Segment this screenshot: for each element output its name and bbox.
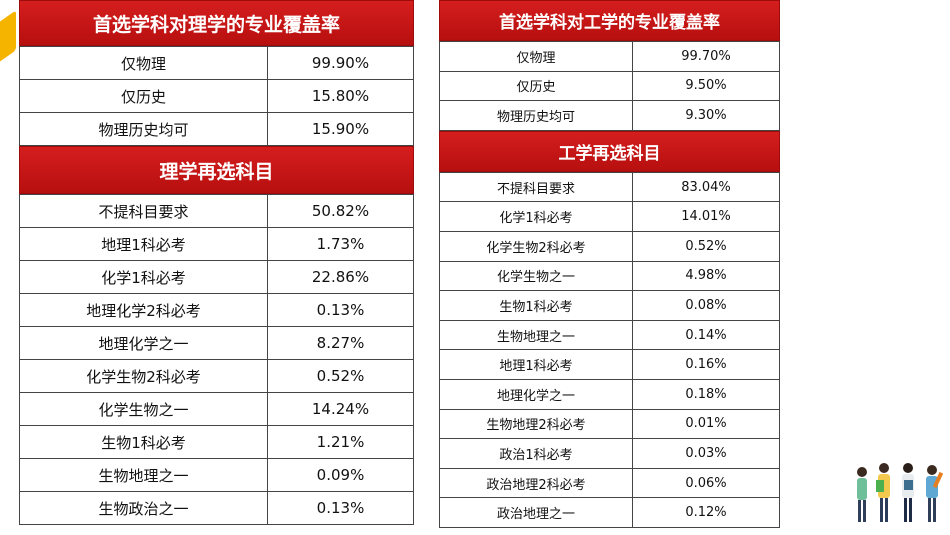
subject-requirement-cell: 仅物理 <box>19 46 268 80</box>
table-row: 生物政治之一 0.13% <box>19 491 414 525</box>
percentage-cell: 99.90% <box>267 46 414 80</box>
subject-requirement-cell: 化学1科必考 <box>19 260 268 294</box>
percentage-cell: 0.01% <box>632 408 780 440</box>
table-row: 仅物理 99.70% <box>439 41 780 72</box>
subject-requirement-cell: 地理化学2科必考 <box>19 293 268 327</box>
subject-requirement-cell: 政治地理2科必考 <box>439 467 633 499</box>
table-row: 化学生物2科必考 0.52% <box>19 359 414 393</box>
subject-requirement-cell: 生物地理之一 <box>19 458 268 492</box>
percentage-cell: 0.08% <box>632 290 780 321</box>
subject-requirement-cell: 政治1科必考 <box>439 438 633 469</box>
subject-requirement-cell: 化学生物2科必考 <box>439 230 633 262</box>
percentage-cell: 1.73% <box>267 227 414 261</box>
engineering-reselect-table: 不提科目要求 83.04% 化学1科必考 14.01% 化学生物2科必考 0.52% 化学生… <box>439 171 780 528</box>
table-row: 仅历史 15.80% <box>19 79 414 113</box>
percentage-cell: 50.82% <box>267 194 414 228</box>
table-row: 仅物理 99.90% <box>19 46 414 80</box>
percentage-cell: 22.86% <box>267 260 414 294</box>
percentage-cell: 0.12% <box>632 497 780 528</box>
subject-requirement-cell: 政治地理之一 <box>439 497 633 528</box>
subject-requirement-cell: 生物地理2科必考 <box>439 408 633 440</box>
table-row: 生物地理2科必考 0.01% <box>439 408 780 440</box>
percentage-cell: 99.70% <box>632 41 780 72</box>
table-row: 政治1科必考 0.03% <box>439 438 780 469</box>
subject-requirement-cell: 化学生物之一 <box>19 392 268 426</box>
table-row: 生物1科必考 1.21% <box>19 425 414 459</box>
table-row: 不提科目要求 83.04% <box>439 171 780 203</box>
subject-requirement-cell: 仅物理 <box>439 41 633 72</box>
percentage-cell: 9.30% <box>632 100 780 131</box>
table-row: 地理化学2科必考 0.13% <box>19 293 414 327</box>
percentage-cell: 15.80% <box>267 79 414 113</box>
science-reselect-table: 不提科目要求 50.82% 地理1科必考 1.73% 化学1科必考 22.86% 地理化学2… <box>19 194 414 525</box>
subject-requirement-cell: 化学生物之一 <box>439 260 633 292</box>
table-row: 不提科目要求 50.82% <box>19 194 414 228</box>
subject-requirement-cell: 地理1科必考 <box>439 349 633 380</box>
subject-requirement-cell: 生物地理之一 <box>439 319 633 351</box>
percentage-cell: 14.01% <box>632 201 780 232</box>
science-coverage-table: 仅物理 99.90% 仅历史 15.80% 物理历史均可 15.90% <box>19 46 414 146</box>
subject-requirement-cell: 地理1科必考 <box>19 227 268 261</box>
subject-requirement-cell: 生物1科必考 <box>19 425 268 459</box>
percentage-cell: 4.98% <box>632 260 780 292</box>
subject-requirement-cell: 物理历史均可 <box>439 100 633 131</box>
subject-requirement-cell: 物理历史均可 <box>19 112 268 146</box>
percentage-cell: 0.13% <box>267 491 414 525</box>
table-row: 政治地理2科必考 0.06% <box>439 467 780 499</box>
table-row: 化学生物2科必考 0.52% <box>439 230 780 262</box>
subject-requirement-cell: 化学1科必考 <box>439 201 633 232</box>
table-row: 化学生物之一 14.24% <box>19 392 414 426</box>
percentage-cell: 0.18% <box>632 378 780 410</box>
percentage-cell: 0.06% <box>632 467 780 499</box>
subject-requirement-cell: 地理化学之一 <box>439 378 633 410</box>
percentage-cell: 0.16% <box>632 349 780 380</box>
science-coverage-header: 首选学科对理学的专业覆盖率 <box>19 0 414 46</box>
subject-requirement-cell: 不提科目要求 <box>439 171 633 203</box>
table-row: 地理1科必考 1.73% <box>19 227 414 261</box>
science-panel: 首选学科对理学的专业覆盖率 仅物理 99.90% 仅历史 15.80% 物理历史均可 15… <box>19 0 414 525</box>
table-row: 仅历史 9.50% <box>439 70 780 102</box>
engineering-coverage-header: 首选学科对工学的专业覆盖率 <box>439 0 780 41</box>
table-row: 化学生物之一 4.98% <box>439 260 780 292</box>
table-row: 生物地理之一 0.09% <box>19 458 414 492</box>
table-row: 物理历史均可 15.90% <box>19 112 414 146</box>
subject-requirement-cell: 生物1科必考 <box>439 290 633 321</box>
science-reselect-header: 理学再选科目 <box>19 146 414 194</box>
percentage-cell: 1.21% <box>267 425 414 459</box>
percentage-cell: 14.24% <box>267 392 414 426</box>
percentage-cell: 15.90% <box>267 112 414 146</box>
subject-requirement-cell: 不提科目要求 <box>19 194 268 228</box>
percentage-cell: 9.50% <box>632 70 780 102</box>
subject-requirement-cell: 地理化学之一 <box>19 326 268 360</box>
percentage-cell: 0.52% <box>632 230 780 262</box>
subject-requirement-cell: 化学生物2科必考 <box>19 359 268 393</box>
subject-requirement-cell: 仅历史 <box>439 70 633 102</box>
table-row: 化学1科必考 22.86% <box>19 260 414 294</box>
engineering-reselect-header: 工学再选科目 <box>439 130 780 172</box>
percentage-cell: 8.27% <box>267 326 414 360</box>
percentage-cell: 0.13% <box>267 293 414 327</box>
table-row: 物理历史均可 9.30% <box>439 100 780 131</box>
table-row: 地理化学之一 0.18% <box>439 378 780 410</box>
percentage-cell: 0.09% <box>267 458 414 492</box>
table-row: 地理化学之一 8.27% <box>19 326 414 360</box>
table-row: 生物1科必考 0.08% <box>439 290 780 321</box>
percentage-cell: 0.03% <box>632 438 780 469</box>
subject-requirement-cell: 仅历史 <box>19 79 268 113</box>
table-row: 化学1科必考 14.01% <box>439 201 780 232</box>
table-row: 政治地理之一 0.12% <box>439 497 780 528</box>
percentage-cell: 83.04% <box>632 171 780 203</box>
percentage-cell: 0.14% <box>632 319 780 351</box>
engineering-coverage-table: 仅物理 99.70% 仅历史 9.50% 物理历史均可 9.30% <box>439 41 780 131</box>
corner-accent <box>0 10 16 66</box>
table-row: 生物地理之一 0.14% <box>439 319 780 351</box>
subject-requirement-cell: 生物政治之一 <box>19 491 268 525</box>
table-row: 地理1科必考 0.16% <box>439 349 780 380</box>
people-illustration <box>857 463 944 522</box>
percentage-cell: 0.52% <box>267 359 414 393</box>
engineering-panel: 首选学科对工学的专业覆盖率 仅物理 99.70% 仅历史 9.50% 物理历史均可 9.3… <box>439 0 780 528</box>
